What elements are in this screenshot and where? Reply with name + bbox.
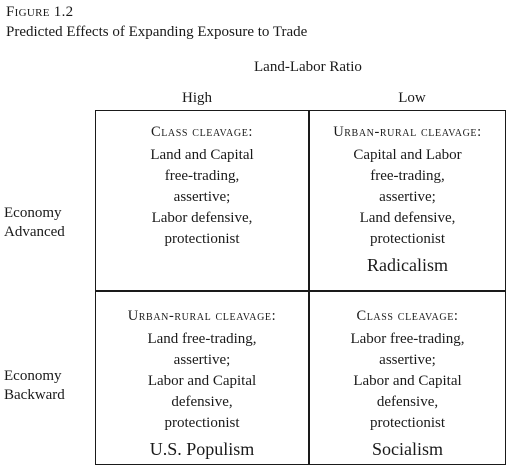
cell-text-line: protectionist (164, 231, 240, 247)
cleavage-label: Urban-rural cleavage: (333, 124, 482, 140)
cell-text-line: assertive; (379, 352, 436, 368)
cell-advanced-low: Urban-rural cleavage: Capital and Labor … (310, 122, 505, 276)
row-header-backward: Economy Backward (4, 367, 84, 405)
outcome-label: Radicalism (367, 255, 448, 275)
outcome-label: Socialism (372, 439, 443, 459)
cell-text-line: assertive; (173, 352, 231, 368)
cleavage-label: Urban-rural cleavage: (127, 308, 277, 324)
matrix-grid (95, 110, 506, 465)
figure-title: Predicted Effects of Expanding Exposure … (6, 24, 308, 40)
cell-text-line: Capital and Labor (353, 147, 462, 163)
cell-text-line: Land free-trading, (147, 331, 257, 347)
cell-text-line: free-trading, (370, 168, 445, 184)
column-header-low: Low (398, 90, 426, 106)
outcome-label: U.S. Populism (149, 439, 255, 459)
figure-label: Figure 1.2 (6, 4, 74, 20)
grid-vertical-divider (308, 110, 310, 465)
column-axis-title: Land-Labor Ratio (254, 59, 362, 75)
cell-text-line: Land defensive, (359, 210, 456, 226)
cell-text-line: assertive; (173, 189, 231, 205)
cleavage-label: Class cleavage: (356, 308, 459, 324)
cell-text-line: free-trading, (164, 168, 240, 184)
cell-text-line: Labor and Capital (353, 373, 462, 389)
row-header-line: Advanced (4, 224, 65, 240)
cell-text-line: assertive; (379, 189, 436, 205)
cell-text-line: protectionist (370, 415, 445, 431)
cell-text-line: Labor free-trading, (350, 331, 465, 347)
cleavage-label: Class cleavage: (150, 124, 254, 140)
cell-text-line: Labor defensive, (151, 210, 253, 226)
row-header-line: Economy (4, 368, 62, 384)
cell-text-line: Land and Capital (150, 147, 254, 163)
cell-advanced-high: Class cleavage: Land and Capital free-tr… (97, 122, 307, 250)
cell-backward-high: Urban-rural cleavage: Land free-trading,… (97, 306, 307, 460)
cell-text-line: defensive, (171, 394, 233, 410)
column-header-high: High (182, 90, 212, 106)
cell-backward-low: Class cleavage: Labor free-trading, asse… (310, 306, 505, 460)
row-header-advanced: Economy Advanced (4, 204, 84, 242)
grid-horizontal-divider (95, 290, 506, 292)
cell-text-line: defensive, (376, 394, 439, 410)
row-header-line: Backward (4, 387, 65, 403)
row-header-line: Economy (4, 205, 62, 221)
cell-text-line: Labor and Capital (147, 373, 257, 389)
cell-text-line: protectionist (370, 231, 445, 247)
cell-text-line: protectionist (164, 415, 240, 431)
